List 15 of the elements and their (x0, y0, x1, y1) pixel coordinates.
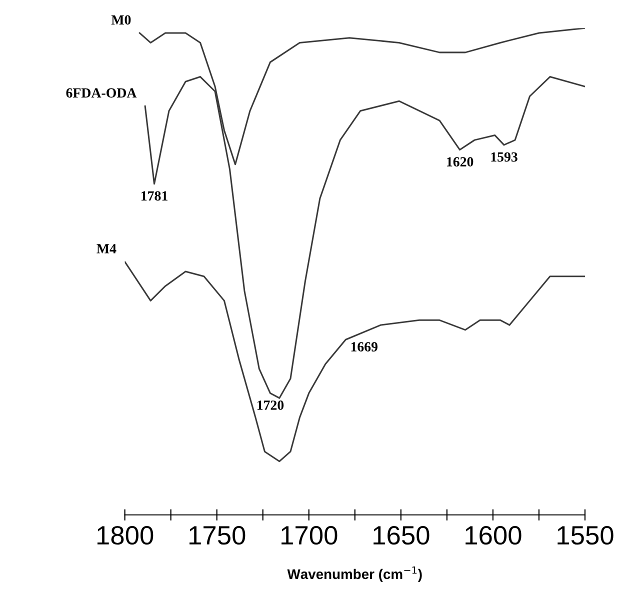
annotation: 1669 (351, 342, 378, 352)
x-axis-title: Wavenumber (cm$^{−1}$) (287, 566, 422, 582)
annotation: 1620 (447, 157, 474, 167)
series-label: M0 (111, 15, 131, 25)
x-tick-label: 1550 (558, 526, 614, 545)
series-label: M4 (96, 244, 116, 254)
x-tick-label: 1750 (190, 526, 246, 545)
annotation: 1720 (257, 400, 284, 410)
x-tick-label: 1650 (374, 526, 430, 545)
annotation: 1781 (141, 191, 168, 201)
x-tick-label: 1600 (466, 526, 522, 545)
annotation: 1593 (491, 152, 518, 162)
x-tick-label: 1700 (282, 526, 338, 545)
x-tick-label: 1800 (97, 526, 154, 545)
series-label: 6FDA-ODA (66, 88, 137, 98)
